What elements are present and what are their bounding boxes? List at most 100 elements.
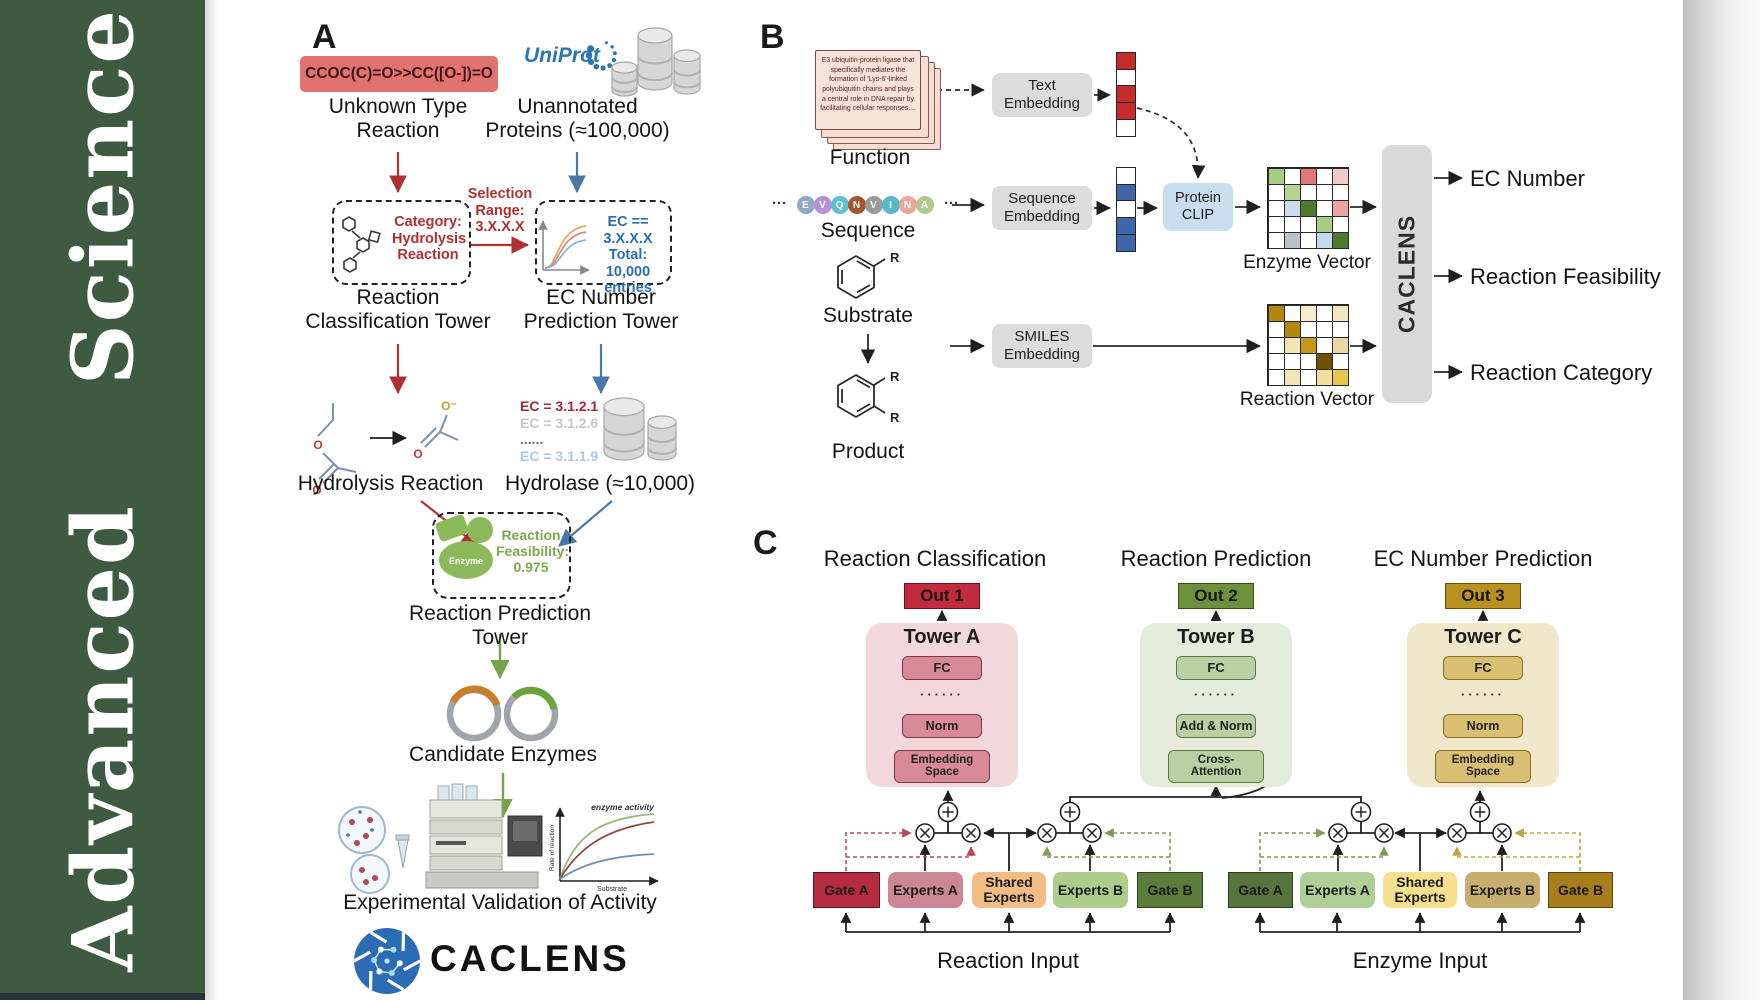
grid-cell <box>1331 183 1349 201</box>
grid-cell <box>1331 368 1349 386</box>
grid-cell <box>1267 215 1285 233</box>
tower-b-fc: FC <box>1176 656 1256 680</box>
svg-text:O: O <box>313 438 322 452</box>
grid-cell <box>1283 231 1301 249</box>
svg-text:O: O <box>312 483 321 497</box>
svg-text:O⁻: O⁻ <box>441 399 457 413</box>
grid-cell <box>1315 215 1333 233</box>
panel-c-wires <box>840 610 1586 933</box>
svg-text:R: R <box>890 410 900 425</box>
tower-a-embedding-space: Embedding Space <box>894 750 990 783</box>
candidate-enzymes-label: Candidate Enzymes <box>409 743 597 766</box>
grid-cell <box>1267 368 1285 386</box>
molecule-scribble-icon <box>342 216 381 273</box>
gate-routing-dashed <box>845 828 1581 871</box>
grid-cell <box>1331 215 1349 233</box>
caclens-wordmark: CACLENS <box>430 938 630 979</box>
experts-box-experts-a: Experts A <box>1300 872 1375 908</box>
grid-cell <box>1267 336 1285 354</box>
grid-cell <box>1315 199 1333 217</box>
vector-cell <box>1116 234 1136 253</box>
tower-b-add-norm: Add & Norm <box>1176 714 1256 738</box>
moe-operators <box>915 801 1512 843</box>
activity-plot-labels: enzyme activity Rate of reaction Substra… <box>549 802 655 893</box>
enzyme-input-label: Enzyme Input <box>1352 948 1488 973</box>
caclens-module-label: CACLENS <box>1393 214 1420 334</box>
tower-b-dots: ······ <box>1194 687 1238 702</box>
grid-cell <box>1299 336 1317 354</box>
feasibility-label: Reaction Feasibility: 0.975 <box>496 527 570 575</box>
output-reaction-feasibility: Reaction Feasibility <box>1470 264 1661 289</box>
journal-title: Advanced Science <box>53 8 152 972</box>
hydrolysis-molecules <box>317 403 459 484</box>
vector-cell <box>1116 119 1136 138</box>
hydrolase-label: Hydrolase (≈10,000) <box>504 472 696 495</box>
assay-dish-icons <box>338 806 410 894</box>
grid-cell <box>1283 183 1301 201</box>
classification-tower-label: Reaction Classification Tower <box>305 286 491 333</box>
plasmid-icons <box>446 685 559 742</box>
journal-sidebar: Advanced Science <box>0 0 205 1000</box>
tower-c-dots: ······ <box>1461 687 1505 702</box>
reaction-vector-grid <box>1267 304 1349 386</box>
tower-a-norm: Norm <box>902 714 982 738</box>
grid-cell <box>1283 352 1301 370</box>
grid-cell <box>1283 304 1301 322</box>
reaction-classification-box: Category: Hydrolysis Reaction <box>332 200 471 285</box>
tower-c-fc: FC <box>1443 656 1523 680</box>
output-ec-number: EC Number <box>1470 166 1585 191</box>
ec-selection-plot-icon <box>538 220 590 275</box>
residue-circle: I <box>881 196 900 214</box>
tower-c-norm: Norm <box>1443 714 1523 738</box>
tower-a: Tower A FC ······ Norm Embedding Space <box>866 623 1018 787</box>
tower-b-title: Tower B <box>1177 626 1255 648</box>
tower-c: Tower C FC ······ Norm Embedding Space <box>1407 623 1559 787</box>
grid-cell <box>1331 231 1349 249</box>
page-right-gradient <box>1683 0 1760 1000</box>
product-label: Product <box>831 440 905 463</box>
vector-cell <box>1116 51 1136 70</box>
sidebar-bottom-strip <box>0 993 205 1000</box>
vector-cell <box>1116 68 1136 87</box>
enzyme-icon-label: Enzyme <box>448 556 483 566</box>
vector-cell <box>1116 217 1136 236</box>
grid-cell <box>1299 320 1317 338</box>
smiles-string: CCOC(C)=O>>CC([O-])=O <box>305 65 493 82</box>
grid-cell <box>1267 199 1285 217</box>
grid-cell <box>1331 336 1349 354</box>
vector-cell <box>1116 183 1136 202</box>
sequence-label: Sequence <box>820 219 916 242</box>
selection-range-label: Selection Range: 3.X.X.X <box>467 186 533 236</box>
sequence-embedding-box: Sequence Embedding <box>992 186 1092 230</box>
function-embedding-vector <box>1116 51 1136 138</box>
uniprot-logo-dots <box>585 41 617 71</box>
tower-a-dots: ······ <box>920 687 964 702</box>
grid-cell <box>1283 167 1301 185</box>
hplc-instrument-icon <box>425 783 543 889</box>
grid-cell <box>1283 199 1301 217</box>
out1-box: Out 1 <box>904 583 980 609</box>
grid-cell <box>1299 167 1317 185</box>
text-embedding-box: Text Embedding <box>992 73 1092 117</box>
ec-candidate-list: EC = 3.1.2.1 EC = 3.1.2.6...... EC = 3.1.1… <box>520 398 610 464</box>
experts-box-shared-experts: Shared Experts <box>972 872 1046 908</box>
grid-cell <box>1331 352 1349 370</box>
title-reaction-prediction: Reaction Prediction <box>1120 546 1312 571</box>
grid-cell <box>1315 336 1333 354</box>
grid-cell <box>1331 167 1349 185</box>
grid-cell <box>1315 352 1333 370</box>
protein-clip-box: Protein CLIP <box>1163 183 1233 231</box>
sequence-embedding-vector <box>1116 166 1136 253</box>
residue-circle: V <box>864 196 883 214</box>
residue-circle: N <box>847 196 866 214</box>
grid-cell <box>1299 368 1317 386</box>
out2-box: Out 2 <box>1178 583 1254 609</box>
ec-filter-label: EC == 3.X.X.X Total: 10,000 entries <box>603 214 653 297</box>
uniprot-logo: UniProt <box>524 44 600 67</box>
gate-box-gate-a: Gate A <box>813 872 880 908</box>
caclens-logo-icon <box>353 928 421 994</box>
sequence-dots-right: ··· <box>944 195 959 212</box>
ec-tower-label: EC Number Prediction Tower <box>523 286 679 333</box>
reaction-input-label: Reaction Input <box>937 948 1079 973</box>
